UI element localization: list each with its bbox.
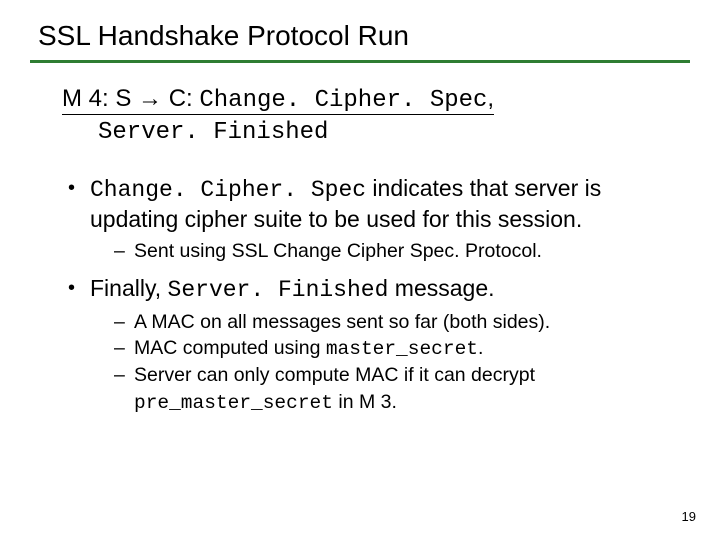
message-block: M 4: S → C: Change. Cipher. Spec, Server… [30,85,690,146]
b2s3-head: Server can only compute MAC if it can de… [134,364,535,386]
arrow-icon: → [138,85,162,112]
msg-code-2: Server. Finished [98,119,328,146]
bullet-1: Change. Cipher. Spec indicates that serv… [68,174,690,264]
bullet-2-head: Finally, [90,275,168,301]
b2s2-tail: . [478,337,483,359]
bullet-2-sub-2: MAC computed using master_secret. [114,335,690,362]
message-line-1: M 4: S → C: Change. Cipher. Spec, [62,85,494,115]
msg-mid: C: [162,85,199,112]
b2s2-head: MAC computed using [134,337,326,359]
message-line-2: Server. Finished [98,117,690,146]
b2s3-code: pre_master_secret [134,392,333,414]
bullet-2-sublist: A MAC on all messages sent so far (both … [114,309,690,416]
msg-code-1: Change. Cipher. Spec [199,87,487,114]
slide-title: SSL Handshake Protocol Run [38,20,690,52]
b2s2-code: master_secret [326,338,478,360]
bullet-2: Finally, Server. Finished message. A MAC… [68,274,690,416]
bullet-1-sub-1: Sent using SSL Change Cipher Spec. Proto… [114,238,690,264]
bullet-1-code: Change. Cipher. Spec [90,177,366,203]
msg-comma: , [487,85,494,112]
msg-prefix: M 4: S [62,85,138,112]
b2s3-tail: in M 3. [333,391,397,413]
bullet-2-sub-1: A MAC on all messages sent so far (both … [114,309,690,335]
bullet-list: Change. Cipher. Spec indicates that serv… [68,174,690,416]
bullet-2-sub-3: Server can only compute MAC if it can de… [114,362,690,416]
bullet-2-code: Server. Finished [168,277,389,303]
title-rule [30,60,690,63]
page-number: 19 [682,509,696,524]
bullet-2-tail: message. [388,275,494,301]
bullet-1-sublist: Sent using SSL Change Cipher Spec. Proto… [114,238,690,264]
